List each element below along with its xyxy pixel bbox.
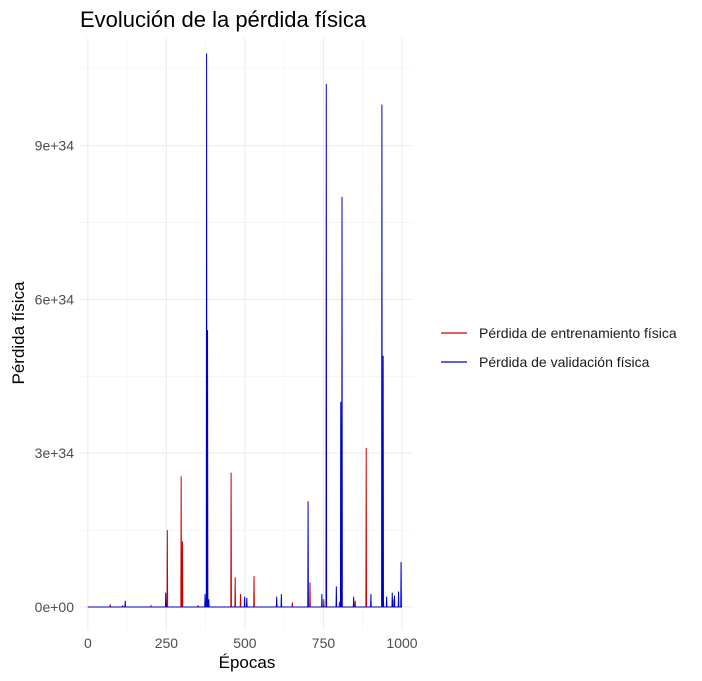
plot-series bbox=[87, 53, 402, 608]
x-tick-label: 500 bbox=[233, 635, 257, 651]
y-axis-ticks: 0e+00 3e+34 6e+34 9e+34 bbox=[35, 138, 75, 615]
x-tick-label: 750 bbox=[312, 635, 336, 651]
legend: Pérdida de entrenamiento física Pérdida d… bbox=[441, 325, 677, 370]
legend-label-training: Pérdida de entrenamiento física bbox=[479, 325, 677, 341]
chart-title: Evolución de la pérdida física bbox=[80, 7, 367, 32]
x-axis-ticks: 0 250 500 750 1000 bbox=[84, 635, 418, 651]
y-axis-title: Pérdida física bbox=[9, 281, 28, 385]
y-tick-label: 9e+34 bbox=[35, 138, 75, 154]
x-tick-label: 0 bbox=[84, 635, 92, 651]
x-tick-label: 250 bbox=[155, 635, 179, 651]
y-tick-label: 0e+00 bbox=[35, 599, 75, 615]
x-axis-title: Épocas bbox=[219, 653, 276, 672]
x-tick-label: 1000 bbox=[386, 635, 417, 651]
y-tick-label: 6e+34 bbox=[35, 291, 75, 307]
y-tick-label: 3e+34 bbox=[35, 445, 75, 461]
series-line-validation bbox=[87, 53, 402, 608]
legend-label-validation: Pérdida de validación física bbox=[479, 354, 650, 370]
